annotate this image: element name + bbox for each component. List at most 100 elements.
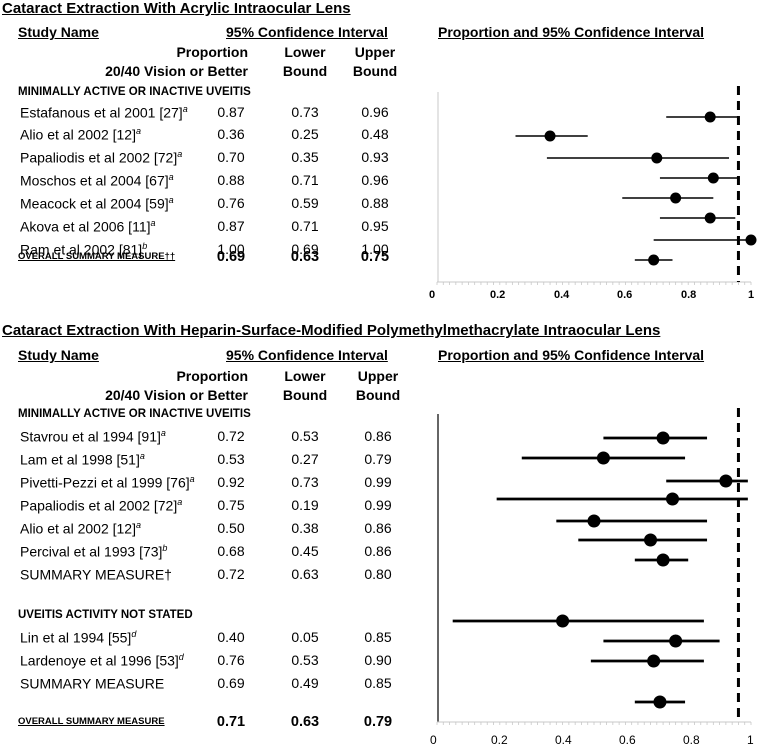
study-name-text: Estafanous et al 2001 [27]	[20, 104, 183, 121]
lower-bound-value: 0.27	[291, 451, 319, 467]
lower-bound-value: 0.73	[291, 104, 319, 120]
study-name: Meacock et al 2004 [59]a	[20, 195, 174, 212]
lower-bound-value: 0.71	[291, 172, 319, 188]
proportion-value: 0.71	[216, 714, 246, 730]
axis-tick-label: 0	[429, 289, 436, 301]
upper-bound-value: 0.95	[361, 218, 389, 234]
study-name: Estafanous et al 2001 [27]a	[20, 104, 188, 121]
header-plot: Proportion and 95% Confidence Interval	[438, 24, 705, 40]
upper-bound-value: 0.79	[363, 714, 393, 730]
proportion-value: 0.36	[217, 126, 245, 142]
proportion-value: 0.53	[217, 451, 245, 467]
lower-bound-value: 0.63	[291, 566, 319, 582]
study-name-text: Alio et al 2002 [12]	[20, 520, 136, 537]
column-header-lower-line1: Lower	[284, 44, 326, 60]
upper-bound-value: 0.85	[364, 675, 392, 691]
column-header-upper: Upper Bound	[340, 43, 410, 81]
proportion-value: 0.76	[217, 195, 245, 211]
study-footnote: a	[135, 126, 141, 136]
group-heading: MINIMALLY ACTIVE OR INACTIVE UVEITIS	[18, 408, 251, 420]
column-header-proportion-line1: Proportion	[176, 368, 248, 384]
point-estimate-marker	[556, 614, 570, 628]
study-footnote: a	[177, 497, 183, 507]
lower-bound-value: 0.25	[291, 126, 319, 142]
lower-bound-value: 0.45	[291, 543, 319, 559]
point-estimate-marker	[666, 492, 679, 506]
proportion-value: 0.70	[217, 149, 245, 165]
point-estimate-marker	[704, 111, 716, 123]
axis-tick-label: 0.8	[681, 289, 697, 301]
point-estimate-marker	[707, 172, 719, 184]
upper-bound-value: 0.96	[361, 172, 389, 188]
study-name-text: Akova et al 2006 [11]	[20, 218, 151, 235]
axis-tick-label: 0.4	[554, 289, 570, 301]
study-name: Lin et al 1994 [55]d	[20, 629, 136, 646]
study-name: Alio et al 2002 [12]a	[20, 520, 141, 537]
column-header-proportion: Proportion 20/40 Vision or Better	[70, 367, 248, 405]
axis-tick-label: 0.2	[490, 289, 506, 301]
study-name-text: Meacock et al 2004 [59]	[20, 195, 169, 212]
study-name-text: SUMMARY MEASURE†	[20, 566, 172, 583]
upper-bound-value: 0.96	[361, 104, 389, 120]
axis-tick-label: 1	[748, 289, 755, 301]
study-footnote: d	[178, 652, 184, 662]
point-estimate-marker	[669, 634, 683, 648]
study-name: Pivetti-Pezzi et al 1999 [76]a	[20, 474, 195, 491]
proportion-value: 0.50	[217, 520, 245, 536]
study-name: Lardenoye et al 1996 [53]d	[20, 652, 184, 669]
study-footnote: a	[135, 520, 141, 530]
upper-bound-value: 1.00	[361, 241, 389, 257]
header-confidence-interval: 95% Confidence Interval	[226, 347, 388, 363]
point-estimate-marker	[596, 451, 610, 465]
upper-bound-value: 0.86	[364, 520, 392, 536]
column-header-lower-line2: Bound	[282, 63, 328, 79]
proportion-value: 0.69	[216, 249, 246, 265]
column-header-upper-line1: Upper	[357, 368, 399, 384]
study-footnote: b	[142, 241, 148, 251]
lower-bound-value: 0.49	[291, 675, 319, 691]
axis-tick-label: 0.2	[491, 733, 508, 747]
study-name: Akova et al 2006 [11]a	[20, 218, 156, 235]
proportion-value: 0.92	[217, 474, 245, 490]
study-name: Moschos et al 2004 [67]a	[20, 172, 174, 189]
point-estimate-marker	[644, 533, 658, 547]
axis-tick-label: 0.6	[617, 289, 633, 301]
upper-bound-value: 0.99	[364, 474, 392, 490]
header-study-name: Study Name	[18, 347, 99, 363]
study-name-text: Papaliodis et al 2002 [72]	[20, 497, 178, 514]
proportion-value: 0.75	[217, 497, 245, 513]
lower-bound-value: 0.59	[291, 195, 319, 211]
lower-bound-value: 0.05	[291, 629, 319, 645]
axis-tick-label: 0.8	[683, 733, 700, 747]
study-name: Papaliodis et al 2002 [72]a	[20, 149, 182, 166]
upper-bound-value: 0.85	[364, 629, 392, 645]
lower-bound-value: 0.53	[291, 428, 319, 444]
study-name-text: Ram et al 2002 [81]	[20, 241, 143, 258]
axis-tick-label: 0.4	[555, 733, 572, 747]
study-name: Ram et al 2002 [81]b	[20, 241, 147, 258]
column-header-upper-line2: Bound	[352, 63, 398, 79]
proportion-value: 0.76	[217, 652, 245, 668]
study-name-text: Percival et al 1993 [73]	[20, 543, 163, 560]
study-footnote: a	[168, 195, 174, 205]
point-estimate-marker	[656, 431, 670, 445]
lower-bound-value: 0.63	[290, 249, 320, 265]
proportion-value: 0.72	[217, 566, 245, 582]
point-estimate-marker	[544, 130, 556, 142]
header-plot: Proportion and 95% Confidence Interval	[438, 347, 705, 363]
study-name-text: Lardenoye et al 1996 [53]	[20, 652, 179, 669]
header-study-name: Study Name	[18, 24, 99, 40]
column-header-upper: Upper Bound	[343, 367, 413, 405]
study-footnote: a	[160, 428, 166, 438]
column-header-proportion-line2: 20/40 Vision or Better	[105, 387, 248, 403]
column-header-lower: Lower Bound	[270, 43, 340, 81]
point-estimate-marker	[656, 553, 670, 567]
upper-bound-value: 0.90	[364, 652, 392, 668]
panel-title: Cataract Extraction With Heparin-Surface…	[2, 322, 661, 339]
column-header-proportion-line2: 20/40 Vision or Better	[105, 63, 248, 79]
study-name-text: Lam et al 1998 [51]	[20, 451, 140, 468]
upper-bound-value: 0.88	[361, 195, 389, 211]
proportion-value: 0.72	[217, 428, 245, 444]
study-name-text: Stavrou et al 1994 [91]	[20, 428, 161, 445]
group-heading: UVEITIS ACTIVITY NOT STATED	[18, 609, 193, 621]
